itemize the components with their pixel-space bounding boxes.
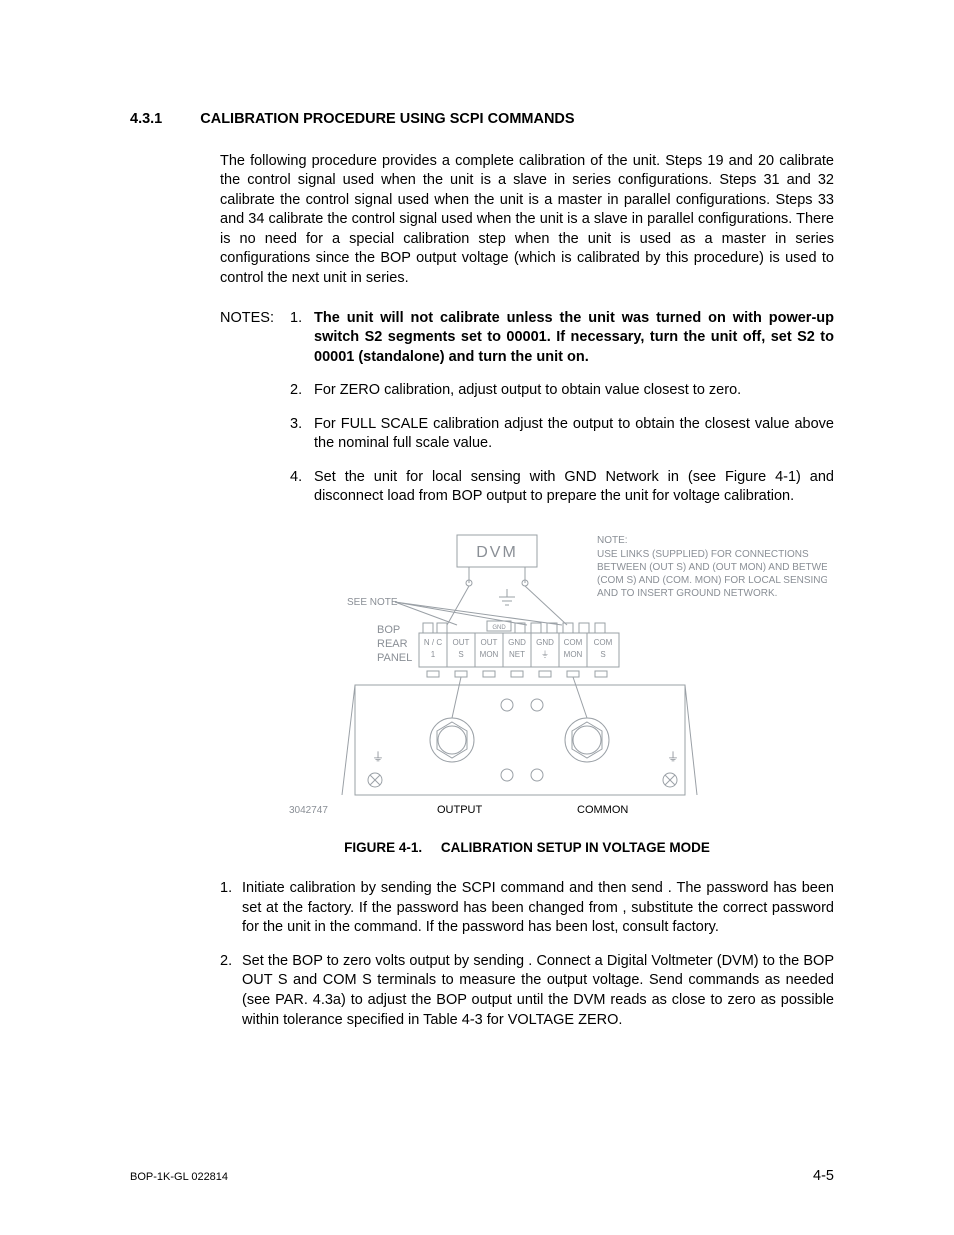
drawing-no: 3042747 [289,805,328,816]
svg-text:S: S [458,650,463,659]
notes-label: NOTES: [220,309,290,329]
step-number: 2. [220,952,242,972]
svg-text:S: S [600,650,605,659]
rear-label: REAR [377,638,408,650]
note-number: 2. [290,381,314,401]
procedure-steps: 1. Initiate calibration by sending the S… [130,879,834,1030]
svg-text:N / C: N / C [424,638,442,647]
svg-text:MON: MON [564,650,583,659]
note-l2: BETWEEN (OUT S) AND (OUT MON) AND BETWEE… [597,562,827,573]
note-l4: AND TO INSERT GROUND NETWORK. [597,588,777,599]
note-l1: USE LINKS (SUPPLIED) FOR CONNECTIONS [597,549,809,560]
step-text: Initiate calibration by sending the SCPI… [242,879,834,938]
figure-caption-prefix: FIGURE 4-1. [344,840,422,855]
note-head: NOTE: [597,535,628,546]
note-number: 3. [290,415,314,435]
panel-label: PANEL [377,652,412,664]
svg-text:⏚: ⏚ [667,750,679,764]
common-label: COMMON [577,804,628,816]
note-number: 4. [290,468,314,488]
dvm-label: DVM [476,544,518,561]
svg-text:NET: NET [509,650,525,659]
note-text: Set the unit for local sensing with GND … [314,468,834,507]
svg-text:GND: GND [492,625,506,631]
step-text: Set the BOP to zero volts output by send… [242,952,834,1030]
svg-text:⏚: ⏚ [541,650,549,659]
note-text: For ZERO calibration, adjust output to o… [314,381,834,401]
page: 4.3.1 CALIBRATION PROCEDURE USING SCPI C… [0,0,954,1235]
note-l3: (COM S) AND (COM. MON) FOR LOCAL SENSING… [597,575,827,586]
output-label: OUTPUT [437,804,483,816]
svg-text:OUT: OUT [481,638,498,647]
figure-4-1: DVM NOTE: USE LINKS (SUPPLIED) FOR CONNE… [130,525,834,857]
figure-caption-title: CALIBRATION SETUP IN VOLTAGE MODE [441,840,710,855]
figure-caption: FIGURE 4-1. CALIBRATION SETUP IN VOLTAGE… [220,839,834,857]
svg-text:1: 1 [431,650,436,659]
svg-text:⏚: ⏚ [372,750,384,764]
calibration-diagram: DVM NOTE: USE LINKS (SUPPLIED) FOR CONNE… [227,525,827,825]
footer-page-number: 4-5 [813,1167,834,1187]
notes-block: NOTES: 1. The unit will not calibrate un… [130,309,834,508]
svg-text:GND: GND [536,638,554,647]
note-number: 1. [290,309,314,329]
svg-text:MON: MON [480,650,499,659]
note-text: For FULL SCALE calibration adjust the ou… [314,415,834,454]
step-number: 1. [220,879,242,899]
bop-label: BOP [377,624,400,636]
note-text: The unit will not calibrate unless the u… [314,309,834,368]
svg-text:GND: GND [508,638,526,647]
section-title: CALIBRATION PROCEDURE USING SCPI COMMAND… [200,110,574,130]
section-number: 4.3.1 [130,110,162,130]
svg-text:OUT: OUT [453,638,470,647]
svg-text:COM: COM [564,638,583,647]
see-note: SEE NOTE [347,597,398,608]
section-heading: 4.3.1 CALIBRATION PROCEDURE USING SCPI C… [130,110,834,130]
page-footer: BOP-1K-GL 022814 4-5 [130,1167,834,1187]
svg-text:COM: COM [594,638,613,647]
footer-left: BOP-1K-GL 022814 [130,1170,228,1185]
intro-paragraph: The following procedure provides a compl… [130,152,834,289]
